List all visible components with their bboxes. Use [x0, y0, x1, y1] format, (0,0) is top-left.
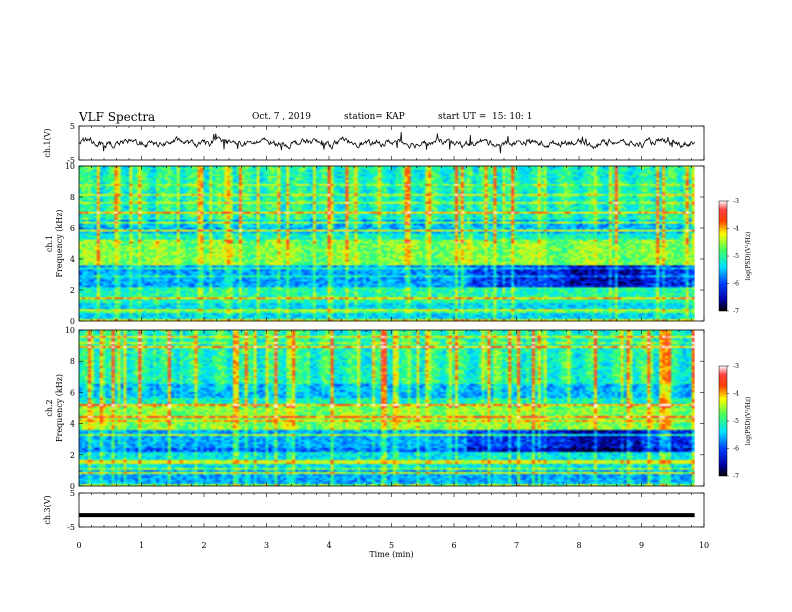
y-tick-label: 10	[65, 326, 75, 335]
x-tick-label: 6	[451, 541, 456, 550]
y-tick-label: 8	[70, 357, 75, 366]
x-tick-label: 4	[326, 541, 331, 550]
y-tick-label: 10	[65, 162, 75, 171]
colorbar	[718, 200, 728, 312]
ch1-ylabel: ch.1(V)	[43, 128, 52, 157]
y-tick-label: 4	[70, 420, 75, 429]
spectrogram-image	[79, 330, 695, 486]
date-label: Oct. 7 , 2019	[252, 112, 311, 122]
colorbar-tick-label: -3	[733, 198, 739, 205]
ch1-waveform-line	[78, 132, 695, 154]
start-ut-label: start UT =	[438, 112, 487, 122]
y-tick-label: -5	[67, 156, 75, 165]
colorbar-tick-label: -7	[733, 473, 739, 480]
y-tick-label: 4	[70, 255, 75, 264]
y-tick-label: 6	[70, 224, 75, 233]
colorbar	[718, 365, 728, 477]
start-time-label: 15: 10: 1	[492, 112, 533, 122]
x-tick-label: 1	[139, 541, 144, 550]
y-tick-label: 2	[70, 451, 75, 460]
x-tick-label: 7	[514, 541, 519, 550]
colorbar-tick-label: -4	[733, 391, 739, 398]
x-tick-label: 2	[201, 541, 206, 550]
colorbar-label: log(PSD)(V²/Hz)	[745, 397, 752, 446]
y-tick-label: -5	[67, 523, 75, 532]
colorbar-tick-label: -6	[733, 446, 739, 453]
x-tick-label: 3	[264, 541, 269, 550]
y-tick-label: 5	[70, 489, 75, 498]
station-label: station= KAP	[344, 112, 405, 122]
x-tick-label: 10	[699, 541, 709, 550]
y-tick-label: 0	[70, 482, 75, 491]
x-tick-label: 9	[639, 541, 644, 550]
ch1-spec-ylabel: Frequency (kHz)	[55, 209, 64, 277]
spectrogram-layer	[79, 166, 695, 486]
ch1-spec-ylabel: ch.1	[45, 235, 54, 252]
colorbar-tick-label: -6	[733, 281, 739, 288]
colorbar-tick-label: -5	[733, 253, 739, 260]
y-tick-label: 2	[70, 286, 75, 295]
y-tick-label: 6	[70, 388, 75, 397]
x-tick-label: 5	[389, 541, 394, 550]
colorbar-tick-label: -5	[733, 418, 739, 425]
axes-layer	[78, 125, 729, 528]
ch2-spec-ylabel: Frequency (kHz)	[55, 374, 64, 442]
ch3-ylabel: ch.3(V)	[43, 495, 52, 524]
figure-title: VLF Spectra	[79, 110, 156, 124]
colorbar-tick-label: -4	[733, 226, 739, 233]
y-tick-label: 0	[70, 317, 75, 326]
y-tick-label: 5	[70, 122, 75, 131]
ch2-spec-ylabel: ch.2	[45, 399, 54, 416]
colorbar-label: log(PSD)(V²/Hz)	[745, 232, 752, 281]
x-tick-label: 8	[576, 541, 581, 550]
x-axis-label: Time (min)	[369, 550, 413, 559]
x-tick-label: 0	[76, 541, 81, 550]
colorbar-tick-label: -3	[733, 363, 739, 370]
colorbar-tick-label: -7	[733, 308, 739, 315]
spectrogram-image	[79, 166, 695, 321]
ch3-waveform-frame	[78, 492, 705, 528]
y-tick-label: 8	[70, 193, 75, 202]
